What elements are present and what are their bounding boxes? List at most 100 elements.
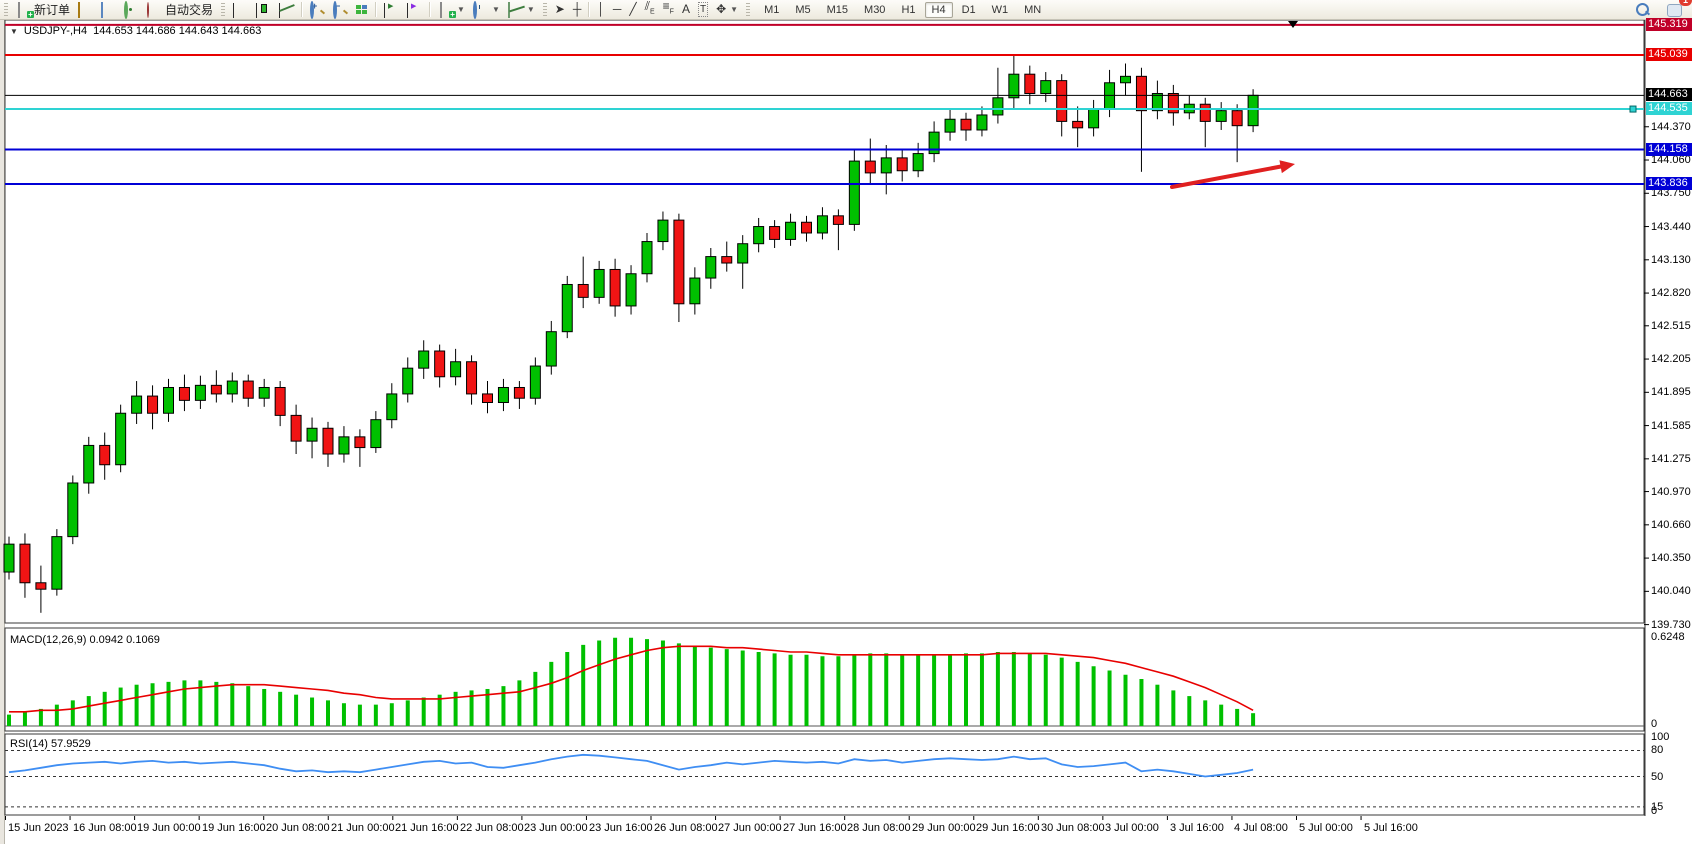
vertical-line-tool-button[interactable]: │ bbox=[593, 1, 609, 18]
fibonacci-icon: ≡F bbox=[662, 0, 674, 16]
template-button[interactable]: ▼ bbox=[504, 1, 539, 18]
timeframe-button-m30[interactable]: M30 bbox=[864, 3, 886, 16]
auto-scroll-button[interactable] bbox=[403, 1, 426, 18]
rsi-scale-label: 0 bbox=[1651, 805, 1658, 817]
timeframe-button-m15[interactable]: M15 bbox=[826, 3, 849, 16]
chevron-down-icon: ▼ bbox=[457, 5, 465, 14]
price-tag-label: 144.158 bbox=[1646, 143, 1692, 156]
time-axis-label: 23 Jun 16:00 bbox=[589, 822, 653, 834]
time-axis-label: 3 Jul 00:00 bbox=[1105, 822, 1159, 834]
notification-badge: 1 bbox=[1679, 0, 1692, 6]
time-axis-label: 27 Jun 16:00 bbox=[783, 822, 847, 834]
line-chart-icon bbox=[279, 3, 294, 18]
price-tag-label: 143.836 bbox=[1646, 177, 1692, 190]
crosshair-tool-button[interactable]: ┼ bbox=[569, 1, 586, 18]
new-order-label: 新订单 bbox=[34, 3, 71, 17]
timeframe-button-w1[interactable]: W1 bbox=[991, 3, 1009, 16]
zoom-out-icon bbox=[333, 1, 348, 19]
chart-ohlc-values: 144.653 144.686 144.643 144.663 bbox=[93, 25, 262, 37]
search-button[interactable] bbox=[1632, 1, 1653, 18]
price-tick-label: 140.350 bbox=[1651, 552, 1691, 564]
rsi-scale-label: 15 bbox=[1651, 801, 1664, 813]
fibonacci-tool-button[interactable]: ≡F bbox=[659, 0, 678, 18]
chart-canvas[interactable] bbox=[0, 20, 1692, 844]
price-tick-label: 142.205 bbox=[1651, 353, 1691, 365]
time-axis-label: 27 Jun 00:00 bbox=[718, 822, 782, 834]
time-axis-label: 29 Jun 00:00 bbox=[912, 822, 976, 834]
cursor-tool-button[interactable]: ➤ bbox=[551, 1, 569, 18]
toolbar-grip[interactable] bbox=[221, 3, 226, 16]
toolbar-right-group: 1 bbox=[1632, 0, 1692, 19]
price-tick-label: 141.585 bbox=[1651, 420, 1691, 432]
timeframe-button-h4[interactable]: H4 bbox=[924, 1, 953, 18]
toolbar-separator bbox=[429, 2, 432, 17]
new-chart-button[interactable]: + ▼ bbox=[434, 1, 469, 19]
chevron-down-icon: ▼ bbox=[730, 5, 739, 14]
macd-scale-max: 0.6248 bbox=[1651, 631, 1685, 643]
price-tag-label: 144.663 bbox=[1646, 88, 1692, 101]
zoom-out-button[interactable] bbox=[329, 1, 352, 19]
autotrading-button[interactable]: 自动交易 bbox=[143, 1, 217, 18]
period-button[interactable]: ▼ bbox=[469, 1, 504, 19]
strategy-tester-button[interactable] bbox=[380, 1, 403, 18]
candlestick-chart-icon bbox=[256, 3, 271, 18]
candlestick-mode-button[interactable] bbox=[252, 1, 275, 18]
zoom-in-icon bbox=[310, 1, 325, 19]
text-tool-button[interactable]: A bbox=[678, 1, 694, 18]
timeframe-button-h1[interactable]: H1 bbox=[901, 3, 916, 16]
price-tick-label: 140.660 bbox=[1651, 519, 1691, 531]
tile-windows-button[interactable] bbox=[352, 1, 372, 18]
macd-scale-zero: 0 bbox=[1651, 718, 1658, 730]
arrows-tool-button[interactable]: ✥ ▼ bbox=[712, 1, 742, 18]
time-axis-label: 22 Jun 08:00 bbox=[460, 822, 524, 834]
bar-chart-mode-button[interactable] bbox=[229, 1, 252, 18]
time-axis-label: 5 Jul 00:00 bbox=[1299, 822, 1353, 834]
price-tick-label: 139.730 bbox=[1651, 619, 1691, 631]
gold-button[interactable] bbox=[74, 1, 97, 18]
collapse-arrow-icon[interactable]: ▼ bbox=[10, 26, 18, 36]
toolbar-separator bbox=[301, 2, 304, 17]
main-toolbar: + 新订单 自动交易 +▼ ▼ ▼ ➤ ┼ │ ─ ╱ ⫽E ≡F A bbox=[0, 0, 1692, 20]
trendline-tool-button[interactable]: ╱ bbox=[625, 1, 640, 18]
time-axis-label: 3 Jul 16:00 bbox=[1170, 822, 1224, 834]
vertical-line-icon: │ bbox=[597, 2, 605, 16]
timeframe-button-mn[interactable]: MN bbox=[1024, 3, 1042, 16]
chevron-down-icon: ▼ bbox=[491, 5, 500, 14]
macd-indicator-label: MACD(12,26,9) 0.0942 0.1069 bbox=[10, 634, 160, 646]
price-tick-label: 142.515 bbox=[1651, 320, 1691, 332]
toolbar-grip[interactable] bbox=[746, 3, 751, 16]
price-tag-label: 145.039 bbox=[1646, 48, 1692, 61]
line-chart-mode-button[interactable] bbox=[275, 1, 298, 18]
timeframe-toolbar: M1 M5 M15 M30 H1 H4 D1 W1 MN bbox=[756, 1, 1049, 18]
toolbar-grip[interactable] bbox=[542, 3, 547, 16]
horizontal-line-tool-button[interactable]: ─ bbox=[609, 1, 626, 18]
timeframe-button-m1[interactable]: M1 bbox=[764, 3, 780, 16]
clock-icon bbox=[472, 1, 488, 19]
toolbar-grip[interactable] bbox=[4, 3, 8, 16]
timeframe-button-m5[interactable]: M5 bbox=[795, 3, 811, 16]
chat-bubble-icon bbox=[1667, 4, 1682, 17]
text-label-tool-button[interactable]: T bbox=[694, 1, 712, 18]
timeframe-button-d1[interactable]: D1 bbox=[961, 3, 976, 16]
autotrading-label: 自动交易 bbox=[165, 3, 214, 17]
autotrading-icon bbox=[147, 2, 162, 18]
new-order-button[interactable]: + 新订单 bbox=[12, 1, 74, 19]
search-icon bbox=[1636, 3, 1649, 16]
toolbar-separator bbox=[375, 2, 378, 17]
price-tick-label: 142.820 bbox=[1651, 287, 1691, 299]
tester-play-icon bbox=[384, 3, 399, 18]
channel-tool-button[interactable]: ⫽E bbox=[641, 0, 659, 18]
price-tick-label: 141.275 bbox=[1651, 453, 1691, 465]
text-icon: A bbox=[681, 2, 690, 16]
price-tick-label: 144.370 bbox=[1651, 121, 1691, 133]
notifications-button[interactable]: 1 bbox=[1663, 0, 1692, 18]
zoom-in-button[interactable] bbox=[306, 1, 329, 19]
time-axis-label: 5 Jul 16:00 bbox=[1364, 822, 1418, 834]
toolbar-separator bbox=[588, 2, 591, 17]
depth-of-market-button[interactable] bbox=[97, 1, 120, 18]
signals-button[interactable] bbox=[120, 1, 143, 19]
equidistant-channel-icon: ⫽E bbox=[644, 0, 655, 16]
trendline-icon: ╱ bbox=[629, 2, 637, 16]
signal-waves-icon bbox=[124, 1, 139, 19]
